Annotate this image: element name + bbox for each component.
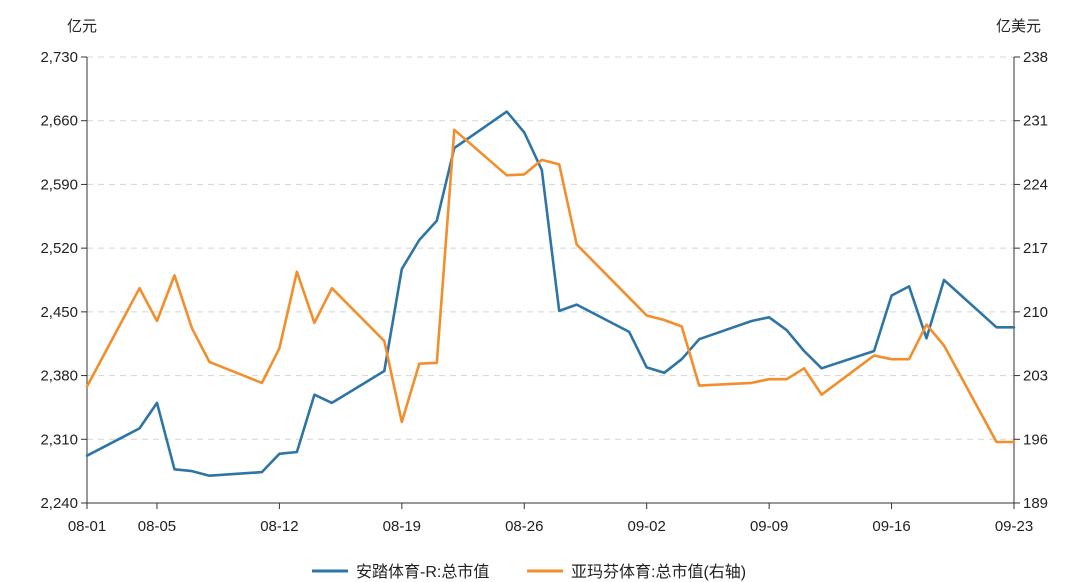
axes: 2,240 2,310 2,380 2,450 2,520 2,590 2,660 2,730… — [40, 49, 1048, 535]
x-tick-label: 09-02 — [628, 518, 666, 535]
x-tick-label: 09-16 — [872, 518, 910, 535]
right-tick-label: 231 — [1023, 113, 1048, 130]
left-tick-label: 2,240 — [40, 495, 78, 512]
left-tick-label: 2,450 — [40, 304, 78, 321]
right-tick-label: 189 — [1023, 495, 1048, 512]
right-axis-unit: 亿美元 — [996, 18, 1041, 35]
left-tick-label: 2,730 — [40, 49, 78, 66]
legend-label-1: 安踏体育-R:总市值 — [356, 563, 489, 581]
x-tick-label: 08-26 — [505, 518, 543, 535]
x-tick-label: 08-01 — [68, 518, 106, 535]
series-layer — [85, 110, 1016, 478]
x-tick-label: 09-23 — [995, 518, 1033, 535]
x-tick-label: 08-05 — [138, 518, 176, 535]
x-tick-label: 08-19 — [383, 518, 421, 535]
right-tick-label: 203 — [1023, 368, 1048, 385]
left-tick-label: 2,520 — [40, 240, 78, 257]
left-tick-label: 2,380 — [40, 368, 78, 385]
series-line-2 — [85, 128, 1016, 444]
left-tick-label: 2,660 — [40, 113, 78, 130]
x-tick-label: 09-09 — [750, 518, 788, 535]
right-tick-label: 224 — [1023, 176, 1048, 193]
x-tick-label: 08-12 — [260, 518, 298, 535]
left-axis-unit: 亿元 — [67, 18, 97, 35]
right-tick-label: 238 — [1023, 49, 1048, 66]
legend-label-2: 亚玛芬体育:总市值(右轴) — [571, 563, 746, 581]
right-tick-label: 196 — [1023, 431, 1048, 448]
left-tick-label: 2,310 — [40, 431, 78, 448]
left-tick-label: 2,590 — [40, 176, 78, 193]
series-line-1 — [85, 110, 1016, 478]
legend: 安踏体育-R:总市值 亚玛芬体育:总市值(右轴) — [312, 563, 746, 581]
right-tick-label: 217 — [1023, 240, 1048, 257]
right-tick-label: 210 — [1023, 304, 1048, 321]
